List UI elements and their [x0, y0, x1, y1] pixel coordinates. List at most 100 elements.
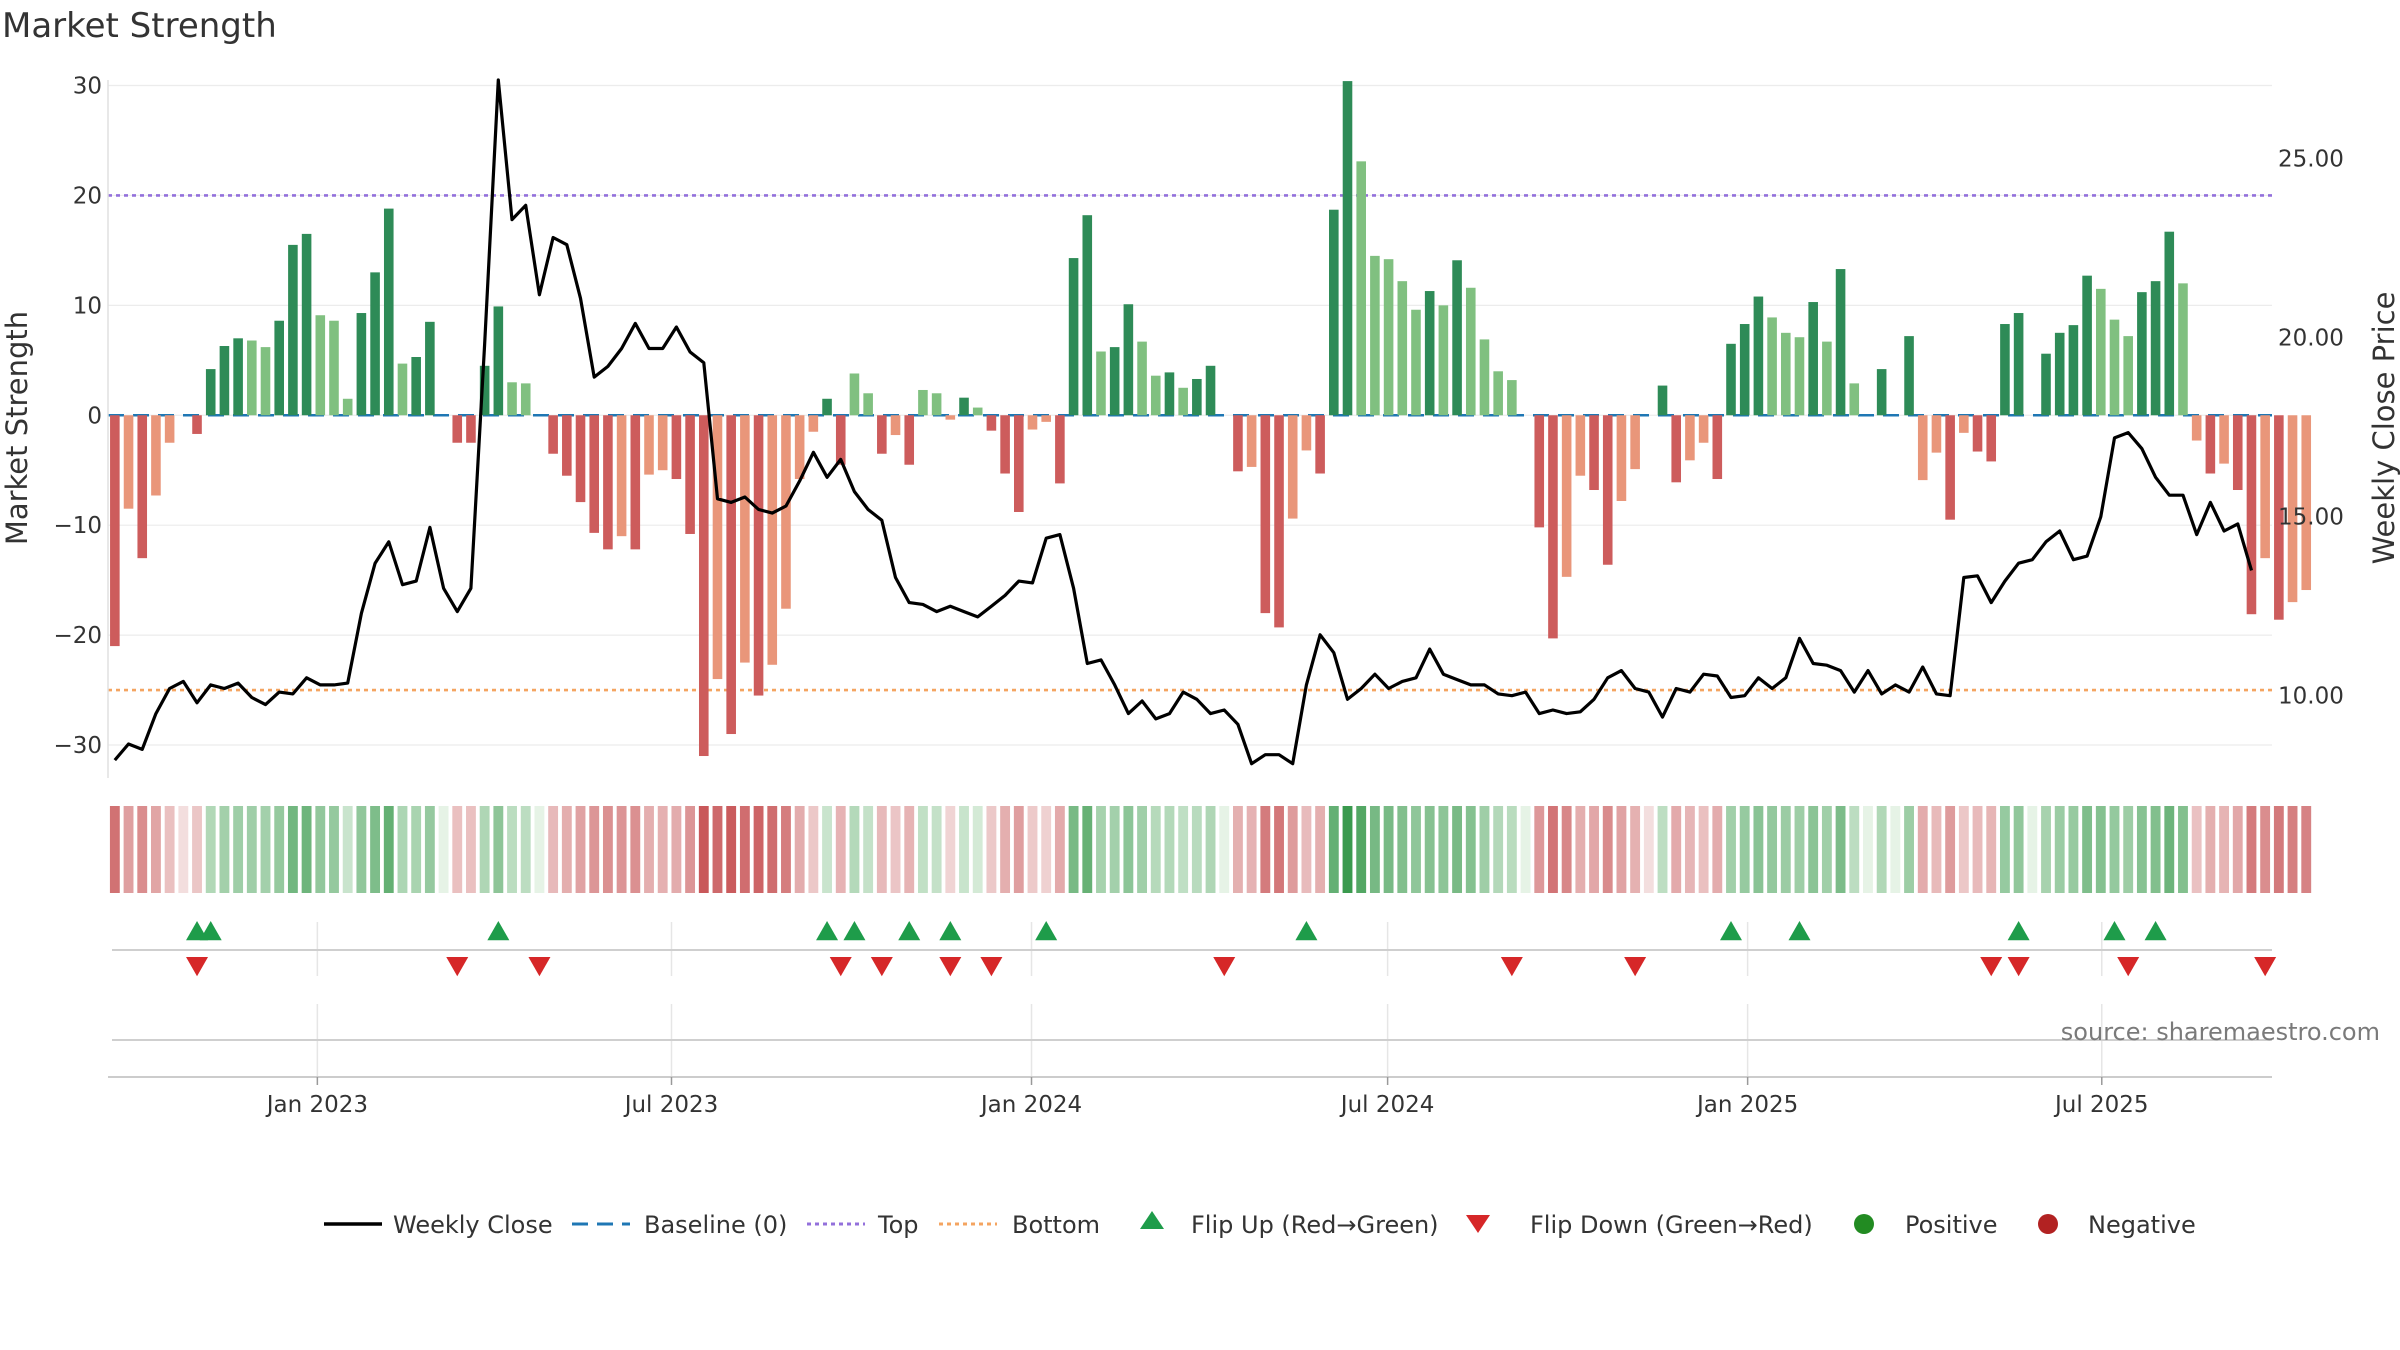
strength-bar: [1685, 415, 1695, 461]
heat-strip-cell: [137, 806, 148, 893]
strength-bar: [1342, 81, 1353, 416]
legend-flip-up-label: Flip Up (Red→Green): [1191, 1211, 1439, 1239]
strength-bar: [1479, 339, 1490, 416]
flip-down-marker: [829, 957, 852, 977]
axes: −30 −20 −10 0 10 20 30 10.00 15.00 20.00 25.00 Jan …: [53, 73, 2343, 1118]
strength-bar: [1726, 343, 1736, 416]
weekly-close-line: [113, 78, 2254, 766]
heat-strip-cell: [1397, 806, 1408, 893]
heat-strip-cell: [2191, 806, 2202, 893]
heat-strip-cell: [794, 806, 805, 893]
strength-bar: [1301, 415, 1312, 451]
heat-strip-cell: [2054, 806, 2065, 893]
strength-bar: [575, 415, 586, 503]
heat-strip-cell: [1616, 806, 1627, 893]
y-left-tick-label: 0: [87, 403, 102, 429]
heat-strip-cell: [466, 806, 476, 893]
heat-strip-cell: [1698, 806, 1709, 893]
y-right-tick-label: 20.00: [2278, 326, 2344, 352]
heat-strip-cell: [1315, 806, 1326, 893]
strength-bar: [1260, 415, 1271, 614]
y-left-tick-label: 20: [73, 183, 102, 209]
flip-down-marker: [2007, 957, 2030, 977]
heat-strip-cell: [2205, 806, 2216, 893]
strength-bar: [1014, 415, 1024, 512]
strength-bar: [493, 306, 504, 416]
strength-bar: [383, 208, 394, 416]
heat-strip-cell: [2136, 806, 2147, 893]
heat-strip-cell: [1780, 806, 1791, 893]
flip-down-marker: [939, 957, 962, 977]
heat-strip-cell: [1411, 806, 1421, 893]
strength-bar: [1931, 415, 1942, 453]
heat-strip-cell: [1753, 806, 1764, 893]
heat-strip-cell: [1876, 806, 1887, 893]
heat-strip-cell: [589, 806, 600, 893]
heat-strip-cell: [219, 806, 230, 893]
strength-bar: [1917, 415, 1928, 481]
strength-bar: [1424, 291, 1435, 416]
heat-strip-cell: [452, 806, 463, 893]
strength-bar: [2082, 275, 2092, 416]
legend-flip-down-marker: [1466, 1215, 1490, 1233]
legend-flip-down-label: Flip Down (Green→Red): [1530, 1211, 1813, 1239]
heat-strip-cell: [1109, 806, 1120, 893]
strength-bar: [1794, 337, 1805, 416]
heat-strip-cell: [1164, 806, 1175, 893]
heat-strip-cell: [1369, 806, 1380, 893]
heat-strip-cell: [863, 806, 874, 893]
strength-bar: [849, 373, 860, 416]
strength-bar: [2123, 336, 2133, 416]
strength-bar: [288, 244, 298, 416]
strength-bar: [137, 415, 148, 559]
strength-bar: [562, 415, 572, 476]
heat-strip-cell: [602, 806, 613, 893]
heat-strip-cell: [342, 806, 353, 893]
heat-strip-cell: [1726, 806, 1736, 893]
strength-bar: [466, 415, 476, 443]
heat-strip-cell: [2164, 806, 2175, 893]
strength-bar: [301, 233, 312, 416]
heat-strip-cell: [1561, 806, 1572, 893]
strength-bar: [329, 320, 339, 416]
strength-bar: [835, 415, 846, 465]
strength-bar: [1589, 415, 1599, 491]
heat-strip-cell: [1438, 806, 1449, 893]
strength-bars: [110, 81, 2312, 757]
heat-strip-cell: [520, 806, 531, 893]
flip-up-marker: [1035, 921, 1058, 941]
heat-strip-cell: [2082, 806, 2093, 893]
strength-bar: [630, 415, 641, 550]
strength-bar: [1753, 296, 1764, 416]
strength-bar: [890, 415, 901, 436]
heat-strip-cell: [1260, 806, 1271, 893]
heat-strip-cell: [876, 806, 887, 893]
flip-up-marker: [1788, 921, 1811, 941]
flip-up-marker: [2103, 921, 2126, 941]
strength-bar: [1780, 332, 1791, 416]
legend-negative-label: Negative: [2088, 1211, 2196, 1239]
flip-down-marker: [870, 957, 893, 977]
heat-strip-cell: [438, 806, 449, 893]
strength-bar: [1602, 415, 1613, 565]
strength-bar: [671, 415, 682, 480]
heat-strip-cell: [972, 806, 983, 893]
heat-strip-cell: [178, 806, 189, 893]
heat-strip-cell: [2068, 806, 2079, 893]
strength-bar: [959, 397, 969, 416]
strength-bar: [1109, 347, 1120, 416]
strength-bar: [822, 398, 832, 416]
strength-bar: [2191, 415, 2202, 441]
heat-strip-cell: [849, 806, 860, 893]
heat-strip-cell: [274, 806, 285, 893]
heat-strip-cell: [2178, 806, 2188, 893]
heat-strip-cell: [1506, 806, 1517, 893]
heat-strip-cell: [329, 806, 339, 893]
strength-bar: [685, 415, 695, 534]
y-left-tick-label: −10: [53, 513, 102, 539]
strength-bar: [657, 415, 668, 471]
legend-positive-marker: [1854, 1214, 1874, 1234]
heat-strip-cell: [1794, 806, 1805, 893]
strength-bar: [247, 340, 257, 416]
heat-strip-cell: [2273, 806, 2284, 893]
